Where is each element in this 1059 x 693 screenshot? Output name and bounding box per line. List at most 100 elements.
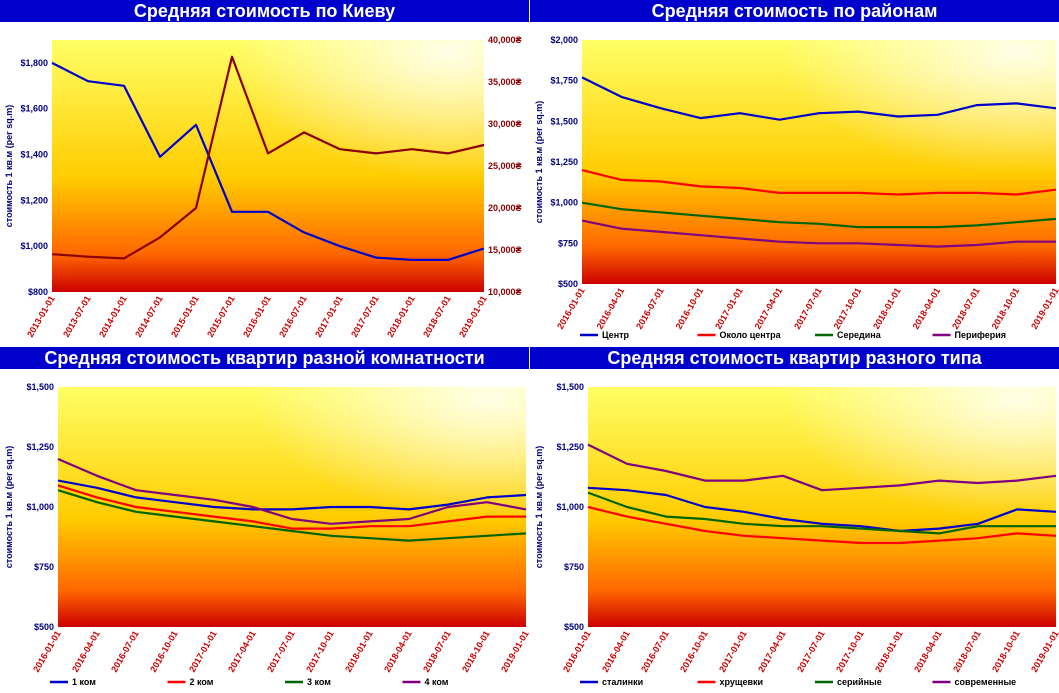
- x-tick-label: 2019-01-01: [1029, 629, 1059, 674]
- x-tick-label: 2016-07-01: [634, 286, 666, 331]
- x-tick-label: 2017-07-01: [795, 629, 827, 674]
- chart-svg: $500 $750 $1,000 $1,250 $1,500 $1,750 $2,000 ст…: [534, 35, 1059, 340]
- x-tick-label: 2018-07-01: [950, 286, 982, 331]
- legend-label: хрущевки: [720, 677, 764, 687]
- chart-title-types: Средняя стоимость квартир разного типа: [530, 347, 1059, 369]
- chart-svg: $800 $1,000 $1,200 $1,400 $1,600 $1,800 10,000…: [4, 35, 522, 339]
- series-line: [51, 55, 485, 260]
- y-tick-label: $1,800: [20, 58, 48, 68]
- y-tick-label: $800: [28, 287, 48, 297]
- series-line: [581, 201, 1057, 229]
- x-tick-label: 2017-01-01: [313, 294, 345, 339]
- legend-label: 2 ком: [190, 677, 214, 687]
- legend-label: Около центра: [720, 330, 782, 340]
- y-tick-label: $1,400: [20, 150, 48, 160]
- chart-title-rooms: Средняя стоимость квартир разной комнатн…: [0, 347, 529, 369]
- y2-tick-label: 30,000₴: [488, 119, 522, 129]
- x-tick-label: 2013-01-01: [25, 294, 57, 339]
- y-tick-label: $1,750: [550, 76, 578, 86]
- x-tick-label: 2016-10-01: [148, 629, 180, 674]
- y-tick-label: $1,600: [20, 104, 48, 114]
- x-tick-label: 2018-01-01: [871, 286, 903, 331]
- y-tick-label: $1,000: [556, 502, 584, 512]
- x-tick-label: 2018-10-01: [990, 629, 1022, 674]
- x-tick-label: 2017-04-01: [753, 286, 785, 331]
- x-tick-label: 2017-10-01: [304, 629, 336, 674]
- series-line: [57, 489, 527, 542]
- x-tick-label: 2019-01-01: [499, 629, 529, 674]
- chart-panel-rooms: Средняя стоимость квартир разной комнатн…: [0, 347, 529, 693]
- y-tick-label: $1,000: [20, 241, 48, 251]
- x-tick-label: 2017-04-01: [226, 629, 258, 674]
- y-tick-label: $1,250: [556, 442, 584, 452]
- y-axis-label: стоимость 1 кв.м (per sq.m): [4, 105, 14, 227]
- x-tick-label: 2017-07-01: [349, 294, 381, 339]
- x-tick-label: 2018-04-01: [382, 629, 414, 674]
- x-tick-label: 2018-10-01: [460, 629, 492, 674]
- x-tick-label: 2018-01-01: [343, 629, 375, 674]
- x-tick-label: 2016-10-01: [674, 286, 706, 331]
- x-tick-label: 2015-01-01: [169, 294, 201, 339]
- x-tick-label: 2017-10-01: [834, 629, 866, 674]
- x-tick-label: 2016-04-01: [70, 629, 102, 674]
- legend-label: серийные: [837, 677, 882, 687]
- legend-label: Середина: [837, 330, 882, 340]
- x-tick-label: 2016-07-01: [277, 294, 309, 339]
- y2-tick-label: 35,000₴: [488, 77, 522, 87]
- y-axis-label: стоимость 1 кв.м (per sq.m): [4, 446, 14, 568]
- x-tick-label: 2018-01-01: [385, 294, 417, 339]
- x-tick-label: 2019-01-01: [457, 294, 489, 339]
- series-line: [581, 76, 1057, 121]
- x-tick-label: 2018-01-01: [873, 629, 905, 674]
- chart-title-kiev: Средняя стоимость по Киеву: [0, 0, 529, 22]
- y-tick-label: $1,250: [26, 442, 54, 452]
- y-tick-label: $1,500: [556, 382, 584, 392]
- y2-tick-label: 40,000₴: [488, 35, 522, 45]
- chart-svg: $500 $750 $1,000 $1,250 $1,500 стоимость 1 кв…: [4, 382, 529, 687]
- x-tick-label: 2018-04-01: [911, 286, 943, 331]
- y2-tick-label: 20,000₴: [488, 203, 522, 213]
- legend-label: 1 ком: [72, 677, 96, 687]
- x-tick-label: 2014-01-01: [97, 294, 129, 339]
- y-tick-label: $1,200: [20, 195, 48, 205]
- series-line: [51, 61, 485, 261]
- x-tick-label: 2017-01-01: [187, 629, 219, 674]
- x-tick-label: 2016-01-01: [561, 629, 593, 674]
- legend-label: Периферия: [955, 330, 1007, 340]
- x-tick-label: 2017-07-01: [265, 629, 297, 674]
- legend-label: 4 ком: [425, 677, 449, 687]
- y-tick-label: $1,250: [550, 157, 578, 167]
- x-tick-label: 2017-04-01: [756, 629, 788, 674]
- chart-title-districts: Средняя стоимость по районам: [530, 0, 1059, 22]
- chart-svg: $500 $750 $1,000 $1,250 $1,500 стоимость 1 кв…: [534, 382, 1059, 687]
- series-line: [587, 491, 1056, 535]
- y-tick-label: $1,500: [550, 116, 578, 126]
- y-tick-label: $500: [558, 279, 578, 289]
- y-tick-label: $750: [564, 562, 584, 572]
- x-tick-label: 2016-01-01: [31, 629, 63, 674]
- y-axis-label: стоимость 1 кв.м (per sq.m): [534, 446, 544, 568]
- x-tick-label: 2016-01-01: [241, 294, 273, 339]
- y2-tick-label: 25,000₴: [488, 161, 522, 171]
- y-tick-label: $2,000: [550, 35, 578, 45]
- x-tick-label: 2016-07-01: [639, 629, 671, 674]
- chart-panel-types: Средняя стоимость квартир разного типа $…: [530, 347, 1059, 693]
- y-axis-label: стоимость 1 кв.м (per sq.m): [534, 101, 544, 223]
- x-tick-label: 2017-10-01: [832, 286, 864, 331]
- x-tick-label: 2016-10-01: [678, 629, 710, 674]
- x-tick-label: 2016-04-01: [595, 286, 627, 331]
- y-tick-label: $1,000: [550, 198, 578, 208]
- legend-label: современные: [955, 677, 1017, 687]
- chart-panel-kiev: Средняя стоимость по Киеву $800 $1,000 $1,…: [0, 0, 529, 346]
- x-tick-label: 2015-07-01: [205, 294, 237, 339]
- x-tick-label: 2016-01-01: [555, 286, 587, 331]
- series-line: [581, 169, 1057, 196]
- series-line: [587, 486, 1057, 533]
- x-tick-label: 2018-07-01: [951, 629, 983, 674]
- legend-label: 3 ком: [307, 677, 331, 687]
- x-tick-label: 2014-07-01: [133, 294, 165, 339]
- series-line: [587, 443, 1057, 492]
- legend-label: Центр: [602, 330, 630, 340]
- x-tick-label: 2016-07-01: [109, 629, 141, 674]
